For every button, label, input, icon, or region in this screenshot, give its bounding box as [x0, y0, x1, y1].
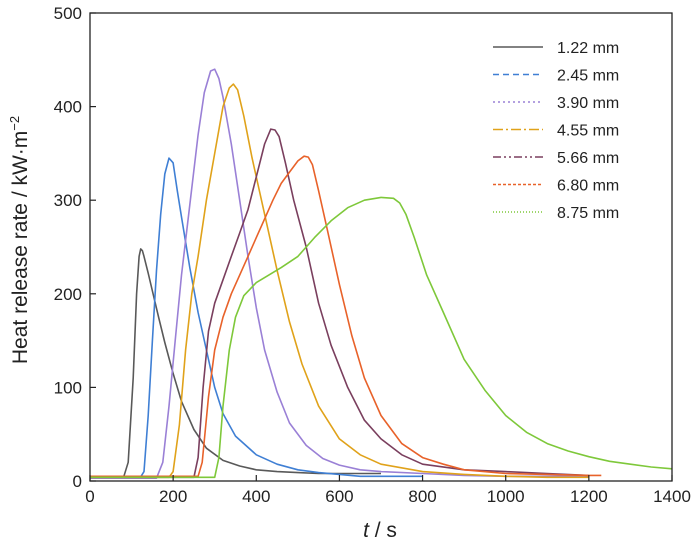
series-line-1	[90, 248, 381, 479]
y-tick-label: 400	[54, 98, 82, 117]
y-tick-label: 0	[73, 472, 82, 491]
y-tick-label: 100	[54, 378, 82, 397]
y-axis-sup: −2	[7, 116, 22, 131]
series-line-2	[90, 157, 423, 479]
series-line-4	[90, 83, 589, 479]
x-axis-unit: / s	[369, 519, 397, 542]
x-tick-label: 1200	[570, 487, 608, 506]
legend-label-1: 1.22 mm	[557, 40, 619, 57]
legend: 1.22 mm 2.45 mm 3.90 mm 4.55 mm 5.66 mm 6.80 …	[493, 40, 619, 222]
x-tick-label: 600	[325, 487, 353, 506]
legend-label-6: 6.80 mm	[557, 178, 619, 195]
x-tick-label: 1000	[487, 487, 525, 506]
x-tick-label: 800	[408, 487, 436, 506]
legend-label-5: 5.66 mm	[557, 150, 619, 167]
series-line-5	[90, 128, 589, 479]
x-tick-label: 400	[242, 487, 270, 506]
legend-label-7: 8.75 mm	[557, 205, 619, 222]
series-line-7	[90, 196, 673, 479]
y-axis-title: Heat release rate / kW·m−2	[7, 116, 32, 364]
y-tick-label: 500	[54, 4, 82, 23]
x-tick-label: 0	[85, 487, 94, 506]
legend-label-4: 4.55 mm	[557, 123, 619, 140]
legend-label-2: 2.45 mm	[557, 68, 619, 85]
x-tick-label: 1400	[653, 487, 691, 506]
x-tick-label: 200	[159, 487, 187, 506]
series-line-3	[90, 68, 589, 479]
x-axis: 0 200 400 600 800 1000 1200 1400	[85, 475, 691, 506]
y-tick-label: 300	[54, 191, 82, 210]
x-axis-title: t / s	[363, 519, 397, 542]
y-axis: 0 100 200 300 400 500	[54, 4, 96, 491]
plot-lines	[90, 68, 673, 479]
y-tick-label: 200	[54, 285, 82, 304]
x-axis-var: t	[363, 519, 370, 542]
y-axis-text: Heat release rate / kW·m	[9, 131, 32, 364]
plot-frame	[89, 12, 673, 482]
series-line-6	[90, 155, 602, 478]
legend-label-3: 3.90 mm	[557, 95, 619, 112]
